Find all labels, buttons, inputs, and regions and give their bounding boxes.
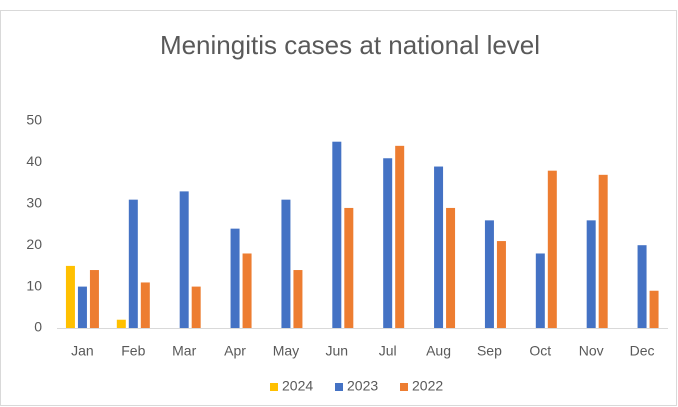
bar bbox=[434, 166, 444, 328]
y-tick-label: 30 bbox=[26, 195, 42, 211]
bar bbox=[191, 286, 201, 328]
x-tick-label: Jan bbox=[71, 343, 94, 359]
y-tick-label: 40 bbox=[26, 153, 42, 169]
bar bbox=[242, 253, 252, 328]
x-tick-label: Apr bbox=[224, 343, 246, 359]
legend-swatch bbox=[335, 383, 343, 391]
bar bbox=[535, 253, 545, 328]
x-tick-label: Jun bbox=[326, 343, 349, 359]
bar bbox=[89, 270, 99, 328]
bar bbox=[383, 158, 393, 328]
bar bbox=[547, 170, 557, 328]
legend-label: 2024 bbox=[282, 378, 313, 394]
bar bbox=[598, 174, 608, 328]
x-tick-label: Aug bbox=[426, 343, 451, 359]
x-tick-label: Sep bbox=[477, 343, 502, 359]
x-tick-label: May bbox=[273, 343, 299, 359]
bar bbox=[649, 290, 659, 328]
bar bbox=[230, 228, 240, 328]
bar bbox=[281, 199, 291, 328]
bar bbox=[293, 270, 303, 328]
x-tick-label: Oct bbox=[529, 343, 551, 359]
y-tick-label: 20 bbox=[26, 236, 42, 252]
bar bbox=[140, 282, 150, 328]
bar bbox=[395, 145, 405, 328]
bar bbox=[496, 241, 506, 328]
bar bbox=[637, 245, 647, 328]
x-tick-label: Jul bbox=[379, 343, 397, 359]
bar bbox=[116, 319, 126, 328]
x-tick-label: Nov bbox=[579, 343, 604, 359]
bar bbox=[344, 207, 354, 328]
bar bbox=[332, 141, 342, 328]
bar bbox=[179, 191, 189, 328]
legend-label: 2023 bbox=[347, 378, 378, 394]
bar bbox=[484, 220, 494, 328]
y-tick-label: 0 bbox=[34, 319, 42, 335]
chart-title: Meningitis cases at national level bbox=[160, 30, 540, 60]
x-tick-label: Mar bbox=[172, 343, 196, 359]
bar bbox=[586, 220, 596, 328]
legend-swatch bbox=[270, 383, 278, 391]
y-tick-label: 10 bbox=[26, 277, 42, 293]
legend-swatch bbox=[400, 383, 408, 391]
x-tick-label: Feb bbox=[121, 343, 145, 359]
y-tick-label: 50 bbox=[26, 112, 42, 128]
bar bbox=[128, 199, 138, 328]
legend-label: 2022 bbox=[412, 378, 443, 394]
bar bbox=[65, 265, 75, 328]
x-tick-label: Dec bbox=[630, 343, 655, 359]
bar bbox=[446, 207, 456, 328]
bar bbox=[77, 286, 87, 328]
